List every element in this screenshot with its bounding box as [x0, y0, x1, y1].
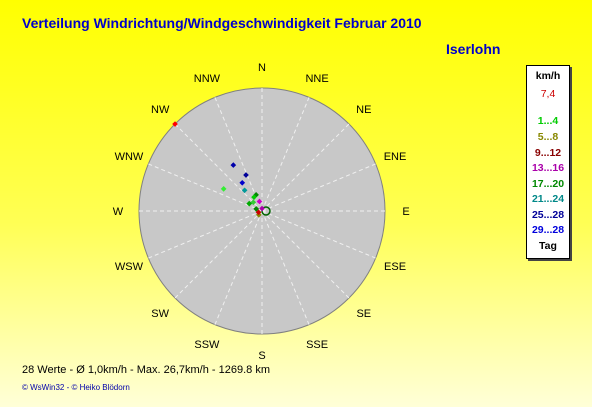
legend-header: km/h [535, 70, 561, 82]
stats-line: 28 Werte - Ø 1,0km/h - Max. 26,7km/h - 1… [22, 364, 270, 376]
data-point-5 [241, 187, 248, 194]
data-point-7 [251, 194, 257, 200]
direction-label-s: S [258, 350, 265, 362]
legend-item-2: 9...12 [534, 147, 562, 159]
legend-value: 7,4 [540, 88, 556, 100]
direction-label-sse: SSE [306, 339, 328, 351]
direction-label-ssw: SSW [194, 339, 220, 351]
legend-item-7: 29...28 [531, 224, 565, 236]
direction-label-ne: NE [356, 104, 371, 116]
data-point-9 [246, 200, 253, 207]
speed-legend: km/h 7,4 1...4 5...8 9...12 13...16 17..… [526, 65, 570, 259]
direction-label-wsw: WSW [115, 261, 144, 273]
data-point-0 [172, 121, 178, 127]
legend-item-1: 5...8 [537, 131, 559, 143]
data-point-12 [255, 209, 262, 216]
data-point-13 [253, 206, 260, 212]
direction-label-e: E [402, 206, 409, 218]
legend-item-0: 1...4 [537, 115, 559, 127]
data-point-10 [256, 198, 263, 205]
credits-line: © WsWin32 - © Heiko Blödorn [22, 383, 130, 392]
direction-label-ese: ESE [384, 261, 406, 273]
data-point-1 [230, 162, 237, 168]
data-point-2 [243, 172, 249, 178]
direction-label-wnw: WNW [115, 151, 144, 163]
data-point-14 [259, 205, 265, 212]
direction-label-w: W [113, 206, 124, 218]
direction-label-nnw: NNW [194, 73, 221, 85]
legend-footer: Tag [539, 240, 557, 252]
legend-item-4: 17...20 [531, 178, 565, 190]
direction-label-nne: NNE [305, 73, 328, 85]
data-point-3 [220, 186, 227, 192]
direction-label-n: N [258, 62, 266, 74]
data-point-4 [239, 179, 246, 186]
chart-title: Verteilung Windrichtung/Windgeschwindigk… [22, 15, 422, 31]
direction-label-nw: NW [151, 104, 170, 116]
legend-item-5: 21...24 [531, 193, 565, 205]
direction-label-se: SE [356, 308, 371, 320]
direction-label-sw: SW [151, 308, 169, 320]
location-label: Iserlohn [446, 41, 501, 57]
legend-item-6: 25...28 [531, 209, 565, 221]
legend-item-3: 13...16 [531, 162, 565, 174]
direction-label-ene: ENE [384, 151, 407, 163]
